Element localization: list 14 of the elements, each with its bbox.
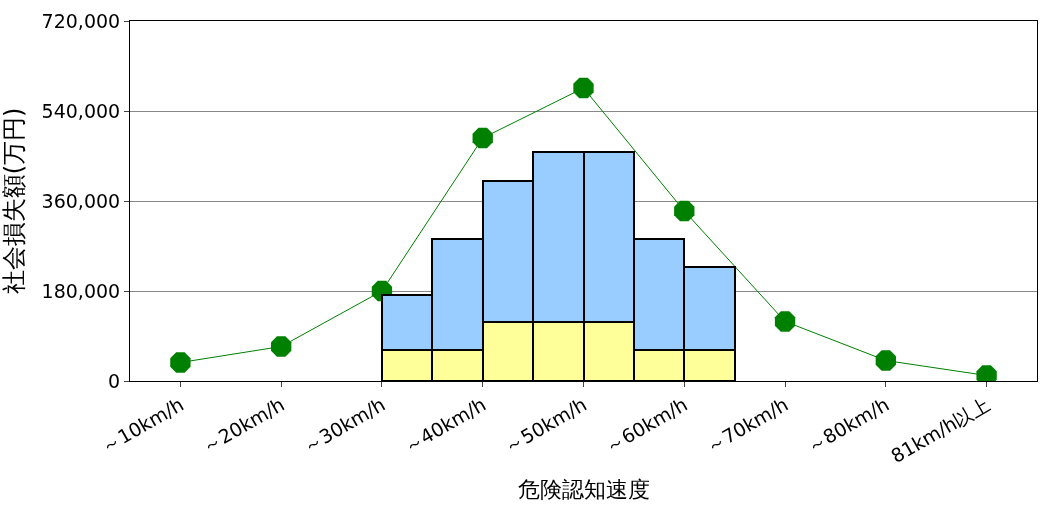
point — [573, 77, 594, 99]
point — [774, 311, 796, 332]
point — [271, 336, 292, 357]
y-tick-label: 540,000 — [41, 99, 121, 122]
y-axis-title: 社会損失額(万円) — [0, 107, 28, 295]
y-tick-label: 180,000 — [41, 279, 121, 302]
y-tick-label: 0 — [108, 369, 121, 392]
point — [875, 350, 896, 371]
y-tick-label: 720,000 — [41, 9, 121, 32]
point — [472, 127, 493, 149]
x-axis-title: 危険認知速度 — [517, 476, 650, 502]
y-tick-label: 360,000 — [41, 189, 121, 212]
point — [170, 352, 191, 373]
point — [674, 200, 695, 222]
